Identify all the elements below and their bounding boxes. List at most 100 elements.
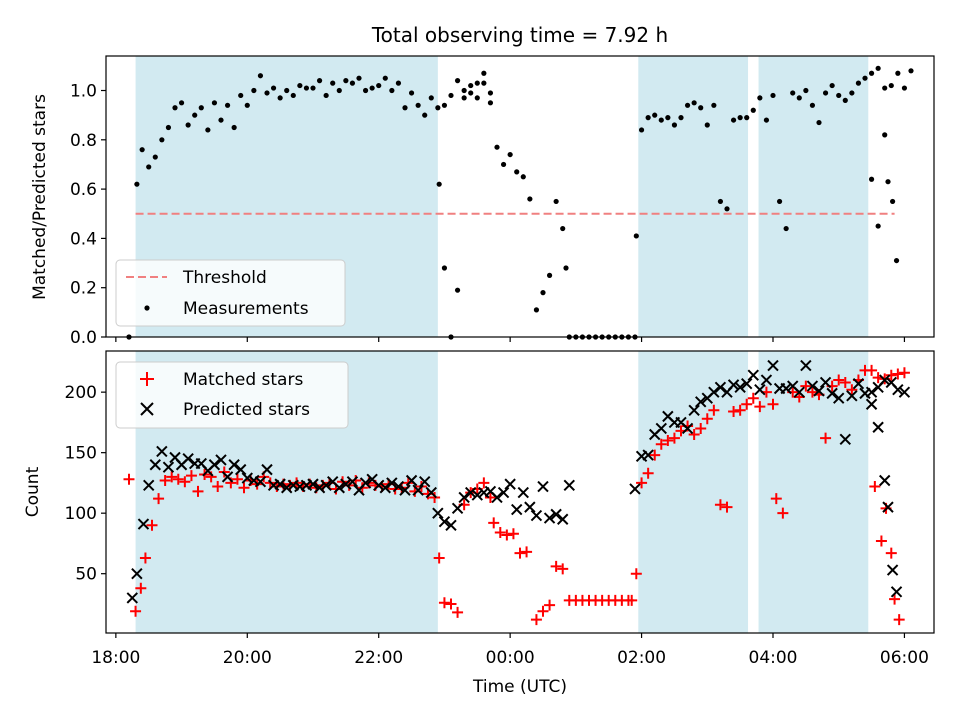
predicted-star-point: [890, 586, 903, 598]
predicted-star-point: [747, 369, 759, 381]
measurement-point: [875, 223, 881, 229]
predicted-star-point: [511, 503, 523, 516]
measurement-point: [671, 122, 678, 128]
matched-star-point: [139, 552, 151, 564]
predicted-star-point: [898, 386, 911, 398]
measurement-point: [757, 95, 763, 101]
predicted-star-point: [800, 359, 812, 372]
measurement-point: [540, 290, 546, 296]
measurement-point: [382, 75, 388, 81]
count-y-tick-label: 100: [65, 504, 97, 524]
measurement-point: [297, 82, 303, 89]
matched-star-point: [550, 560, 562, 572]
measurement-point: [270, 85, 277, 91]
measurement-point: [330, 80, 336, 86]
predicted-star-point: [465, 486, 477, 499]
measurement-point: [461, 95, 467, 101]
ratio-y-tick-label: 0.6: [70, 180, 97, 200]
ratio-legend: Threshold Measurements: [115, 259, 346, 327]
predicted-star-point: [235, 463, 247, 476]
matched-star-point: [889, 593, 901, 605]
predicted-star-point: [865, 386, 878, 398]
measurement-point: [284, 87, 290, 94]
matched-star-point: [892, 368, 904, 380]
ratio-measurement-points: [126, 65, 914, 340]
matched-star-point: [488, 517, 500, 529]
matched-star-point: [501, 529, 513, 541]
predicted-star-point: [392, 480, 405, 493]
measurement-point: [790, 90, 796, 96]
measurement-point: [428, 95, 434, 101]
measurement-point: [402, 105, 408, 111]
matched-star-point: [869, 481, 881, 493]
measurement-point: [658, 117, 664, 123]
measurement-point: [560, 225, 566, 232]
measurement-point: [323, 92, 329, 99]
measurement-point: [836, 92, 842, 99]
predicted-star-point: [215, 454, 227, 466]
matched-star-point: [642, 467, 654, 479]
measurement-point: [645, 115, 651, 121]
measurement-point: [849, 90, 855, 96]
predicted-star-point: [399, 484, 411, 496]
ratio-y-axis: 0.0 0.2 0.4 0.6 0.8 1.0: [70, 82, 106, 348]
measurement-point: [461, 87, 467, 94]
predicted-star-point: [281, 482, 293, 494]
matched-star-point: [649, 449, 661, 461]
measurement-point: [316, 78, 323, 84]
measurement-point: [698, 105, 704, 111]
measurement-point: [633, 233, 639, 239]
measurement-point: [730, 117, 737, 123]
predicted-star-point: [846, 390, 858, 402]
predicted-star-point: [143, 479, 155, 492]
measurement-point: [436, 181, 442, 187]
matched-star-point: [507, 528, 519, 540]
measurement-point: [514, 169, 520, 175]
measurement-point: [277, 95, 283, 101]
matched-star-point: [484, 491, 496, 503]
measurement-point: [487, 100, 494, 106]
ratio-x-ticks: [115, 337, 906, 342]
predicted-star-point: [543, 512, 556, 524]
predicted-star-point: [629, 483, 641, 495]
measurement-point: [376, 82, 382, 89]
predicted-star-point: [557, 513, 569, 525]
predicted-star-point: [537, 480, 549, 493]
matched-star-point: [721, 501, 733, 513]
predicted-star-point: [734, 381, 746, 394]
predicted-star-point: [274, 478, 286, 490]
predicted-star-point: [182, 453, 194, 465]
measurement-point: [776, 198, 783, 205]
measurement-point: [783, 225, 789, 232]
ratio-y-tick-label: 0.8: [70, 131, 97, 151]
measurement-point: [494, 144, 500, 150]
time-x-axis: 18:00 20:00 22:00 00:00 02:00 04:00 06:00: [91, 633, 929, 668]
matched-star-point: [806, 386, 818, 398]
measurement-point: [809, 102, 816, 108]
predicted-star-point: [126, 592, 138, 604]
predicted-star-point: [727, 379, 740, 391]
predicted-star-point: [872, 421, 884, 433]
matched-star-point: [846, 384, 858, 396]
matched-star-point: [898, 367, 910, 379]
measurement-point: [165, 124, 172, 131]
measurement-point: [770, 92, 776, 99]
predicted-star-point: [886, 564, 899, 576]
time-x-tick-label: 00:00: [486, 648, 535, 668]
ratio-y-tick-label: 1.0: [70, 82, 97, 102]
predicted-star-point: [754, 384, 766, 396]
predicted-star-point: [504, 478, 516, 490]
predicted-star-point: [438, 515, 451, 528]
ratio-y-tick-label: 0.2: [70, 279, 97, 299]
measurement-point: [303, 85, 310, 91]
matched-star-point: [688, 429, 700, 441]
measurement-point: [231, 124, 237, 131]
ratio-y-tick-label: 0.0: [70, 328, 97, 348]
matched-star-point: [159, 475, 171, 487]
predicted-star-point: [261, 463, 273, 476]
measurement-point: [408, 90, 415, 96]
measurement-point: [192, 112, 198, 118]
matched-star-point: [728, 406, 740, 418]
predicted-star-point: [530, 509, 543, 522]
predicted-star-point: [373, 479, 385, 492]
